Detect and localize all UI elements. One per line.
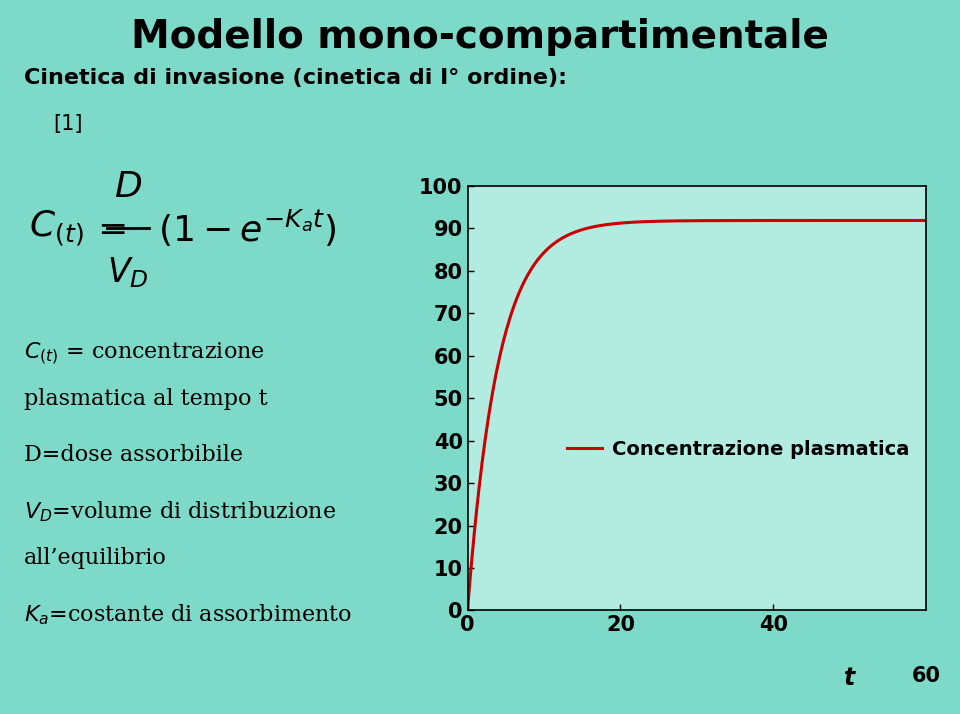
Text: D=dose assorbibile: D=dose assorbibile [24,443,243,466]
Text: Cinetica di invasione (cinetica di I° ordine):: Cinetica di invasione (cinetica di I° or… [24,68,567,88]
Text: Modello mono-compartimentale: Modello mono-compartimentale [132,18,828,56]
Text: $V_D$: $V_D$ [108,255,149,289]
Text: $K_a$=costante di assorbimento: $K_a$=costante di assorbimento [24,603,352,627]
Text: $D$: $D$ [114,170,142,203]
Text: 60: 60 [912,665,941,685]
Text: all’equilibrio: all’equilibrio [24,546,167,568]
Text: $(1-e^{-K_a t})$: $(1-e^{-K_a t})$ [157,208,336,249]
Text: $C_{(t)}$: $C_{(t)}$ [29,208,84,248]
Text: $C_{(t)}$ = concentrazione: $C_{(t)}$ = concentrazione [24,341,265,368]
Text: $=$: $=$ [90,211,126,246]
Legend: Concentrazione plasmatica: Concentrazione plasmatica [559,432,917,466]
Text: t: t [844,665,855,690]
Text: [1]: [1] [53,114,83,134]
Text: plasmatica al tempo t: plasmatica al tempo t [24,388,268,410]
Text: $V_D$=volume di distribuzione: $V_D$=volume di distribuzione [24,500,336,524]
